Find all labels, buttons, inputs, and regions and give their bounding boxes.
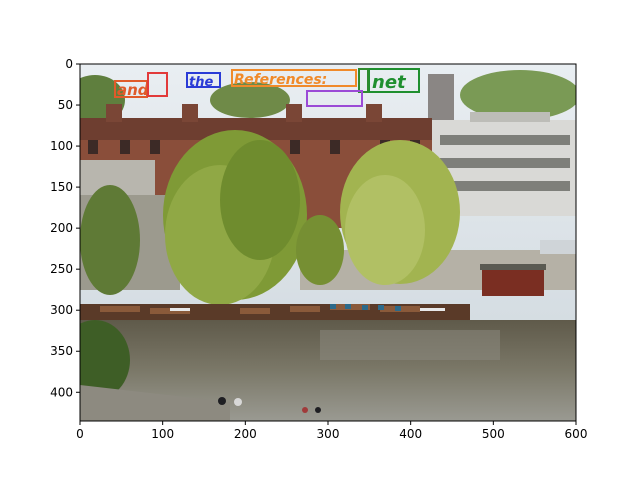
text-detection-overlays: and the References: net <box>114 68 420 107</box>
y-tick-label: 50 <box>58 98 73 112</box>
x-tick-label: 400 <box>399 427 422 441</box>
detection-box-green <box>358 68 369 93</box>
detection-the: the <box>186 72 221 90</box>
y-tick-label: 200 <box>50 221 73 235</box>
x-tick-label: 100 <box>151 427 174 441</box>
x-tick-label: 200 <box>234 427 257 441</box>
detection-label: net <box>372 72 407 93</box>
detection-box <box>358 68 369 93</box>
detection-box-red <box>147 72 168 97</box>
y-axis-ticks: 0 50 100 150 200 250 300 350 400 <box>50 57 80 399</box>
photo-image <box>80 64 576 421</box>
y-tick-label: 300 <box>50 303 73 317</box>
y-tick-label: 150 <box>50 180 73 194</box>
detection-box <box>147 72 168 97</box>
x-tick-label: 0 <box>76 427 84 441</box>
detection-label: the <box>189 75 213 90</box>
x-axis-ticks: 0 100 200 300 400 500 600 <box>76 421 587 441</box>
detection-label: and <box>117 81 149 99</box>
y-tick-label: 400 <box>50 385 73 399</box>
y-tick-label: 100 <box>50 139 73 153</box>
detection-and: and <box>114 80 149 99</box>
y-tick-label: 250 <box>50 262 73 276</box>
x-tick-label: 500 <box>482 427 505 441</box>
detection-box <box>231 69 357 87</box>
y-tick-label: 350 <box>50 344 73 358</box>
y-tick-label: 0 <box>65 57 73 71</box>
x-tick-label: 600 <box>565 427 588 441</box>
detection-box <box>306 90 363 107</box>
detection-box-purple <box>306 90 363 107</box>
detection-box <box>186 72 221 88</box>
detection-label: References: <box>234 72 327 88</box>
detection-references: References: <box>231 69 357 88</box>
x-tick-label: 300 <box>317 427 340 441</box>
